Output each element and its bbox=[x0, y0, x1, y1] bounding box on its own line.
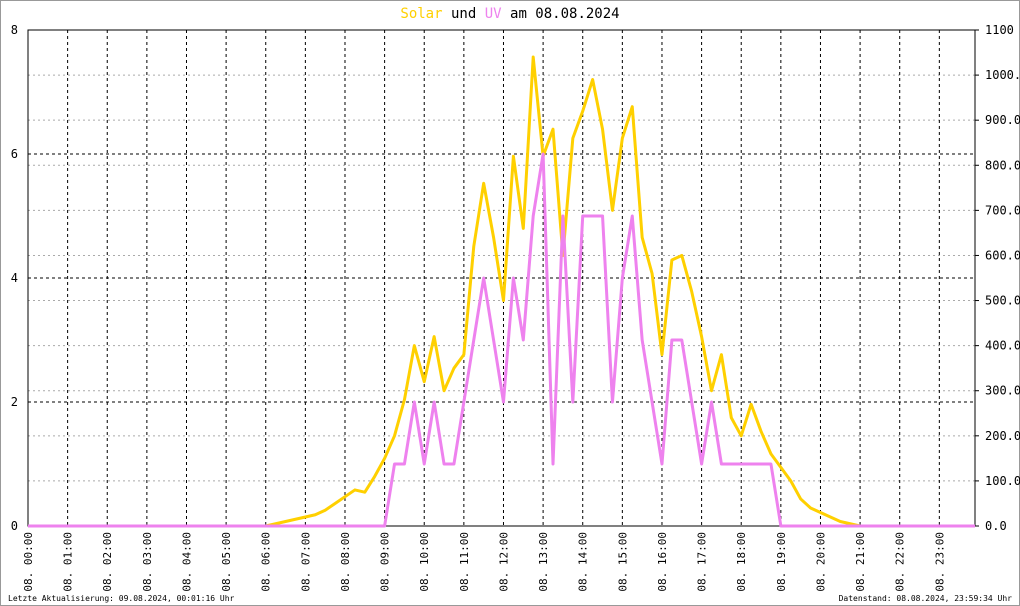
x-tick-label: 08. 19:00 bbox=[775, 532, 788, 592]
x-tick-label: 08. 04:00 bbox=[180, 532, 193, 592]
x-tick-label: 08. 20:00 bbox=[814, 532, 827, 592]
footer-right: Datenstand: 08.08.2024, 23:59:34 Uhr bbox=[839, 594, 1013, 603]
y2-tick-label: 500.0 bbox=[985, 294, 1020, 308]
title-solar: Solar bbox=[400, 6, 442, 22]
x-tick-label: 08. 10:00 bbox=[418, 532, 431, 592]
y2-tick-label: 300.0 bbox=[985, 384, 1020, 398]
x-tick-label: 08. 07:00 bbox=[299, 532, 312, 592]
y2-tick-label: 600.0 bbox=[985, 248, 1020, 262]
y2-tick-label: 700.0 bbox=[985, 203, 1020, 217]
series-line bbox=[28, 55, 975, 528]
x-tick-label: 08. 12:00 bbox=[497, 532, 510, 592]
x-tick-label: 08. 00:00 bbox=[22, 532, 35, 592]
x-tick-label: 08. 13:00 bbox=[537, 532, 550, 592]
title-conjunction: und bbox=[451, 6, 476, 22]
y-tick-label: 2 bbox=[11, 395, 18, 409]
y2-tick-label: 0.0 bbox=[985, 519, 1007, 533]
x-tick-label: 08. 17:00 bbox=[696, 532, 709, 592]
chart-title: Solar und UV am 08.08.2024 bbox=[400, 6, 619, 22]
x-tick-label: 08. 09:00 bbox=[379, 532, 392, 592]
x-tick-label: 08. 11:00 bbox=[458, 532, 471, 592]
x-tick-label: 08. 23:00 bbox=[933, 532, 946, 592]
x-tick-label: 08. 08:00 bbox=[339, 532, 352, 592]
x-tick-label: 08. 14:00 bbox=[577, 532, 590, 592]
y-tick-label: 8 bbox=[11, 23, 18, 37]
x-tick-label: 08. 18:00 bbox=[735, 532, 748, 592]
x-tick-label: 08. 02:00 bbox=[101, 532, 114, 592]
footer-left: Letzte Aktualisierung: 09.08.2024, 00:01… bbox=[8, 594, 235, 603]
x-tick-label: 08. 16:00 bbox=[656, 532, 669, 592]
x-tick-label: 08. 05:00 bbox=[220, 532, 233, 592]
x-tick-label: 08. 21:00 bbox=[854, 532, 867, 592]
plot-area bbox=[27, 29, 976, 527]
title-suffix: am 08.08.2024 bbox=[510, 6, 620, 22]
y2-tick-label: 1000.0 bbox=[985, 68, 1020, 82]
y2-tick-label: 200.0 bbox=[985, 429, 1020, 443]
y2-tick-label: 1100 bbox=[985, 23, 1014, 37]
y-tick-label: 4 bbox=[11, 271, 18, 285]
y2-tick-label: 400.0 bbox=[985, 339, 1020, 353]
x-tick-label: 08. 03:00 bbox=[141, 532, 154, 592]
title-uv: UV bbox=[485, 6, 502, 22]
y-tick-label: 0 bbox=[11, 519, 18, 533]
x-tick-label: 08. 01:00 bbox=[62, 532, 75, 592]
y2-tick-label: 100.0 bbox=[985, 474, 1020, 488]
series-line bbox=[28, 152, 975, 528]
x-tick-label: 08. 15:00 bbox=[616, 532, 629, 592]
x-tick-label: 08. 06:00 bbox=[260, 532, 273, 592]
y2-tick-label: 800.0 bbox=[985, 158, 1020, 172]
y-tick-label: 6 bbox=[11, 147, 18, 161]
y2-tick-label: 900.0 bbox=[985, 113, 1020, 127]
x-tick-label: 08. 22:00 bbox=[894, 532, 907, 592]
